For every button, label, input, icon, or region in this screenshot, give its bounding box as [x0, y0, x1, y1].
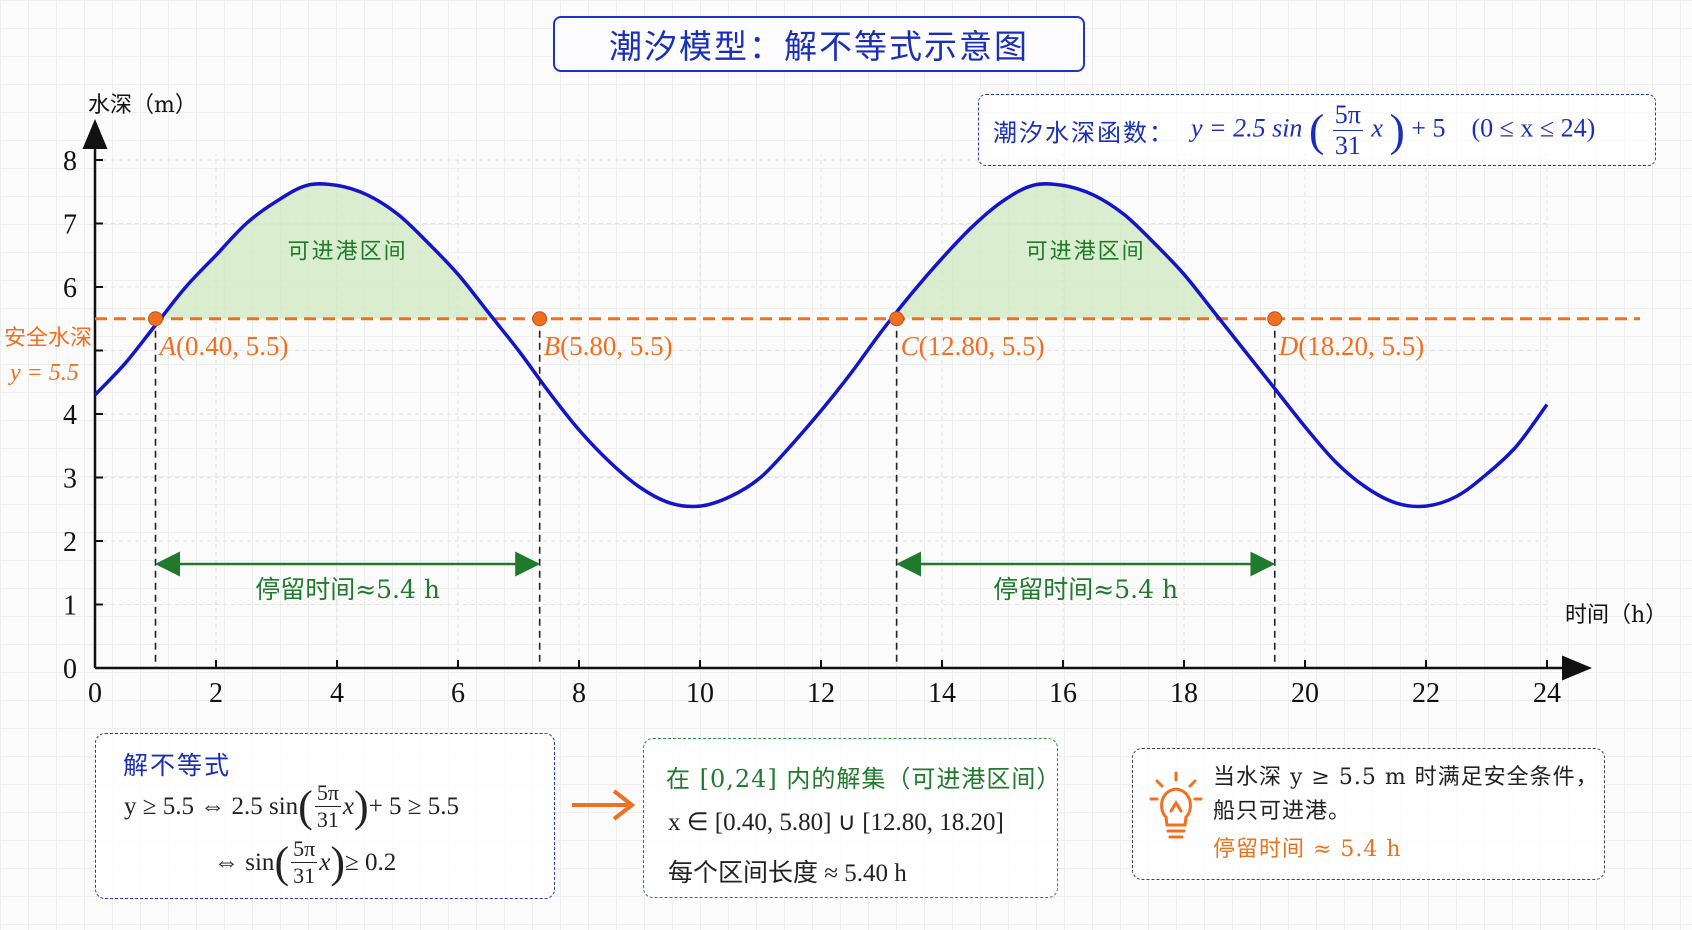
frac-numerator: 5π: [291, 836, 318, 863]
x-tick-label: 24: [1533, 678, 1561, 709]
point-label: B(5.80, 5.5): [544, 331, 673, 361]
y-tick-label: 2: [63, 527, 77, 558]
safe-region-fill: [155, 185, 540, 319]
x-tick-label: 10: [686, 678, 714, 709]
y-tick-label: 7: [63, 210, 77, 241]
x-tick-label: 16: [1049, 678, 1077, 709]
paren-close: ): [1389, 104, 1405, 155]
x-tick-label: 18: [1170, 678, 1198, 709]
region-label: 可进港区间: [288, 239, 408, 264]
x-tick-label: 22: [1412, 678, 1440, 709]
ineq-l2-left: ⇔ sin: [214, 848, 275, 876]
intersection-point: [889, 311, 905, 327]
stay-time-label: 停留时间≈5.4 h: [255, 575, 440, 604]
paren-open: (: [1308, 104, 1325, 155]
frac-denominator: 31: [316, 807, 339, 832]
ineq-var: x: [342, 792, 355, 820]
frac-numerator: 5π: [314, 780, 341, 807]
ineq-fraction-2: 5π 31: [291, 836, 318, 888]
inequality-line-1: y ≥ 5.5 ⇔ 2.5 sin ( 5π 31 x ) + 5 ≥ 5.5: [124, 782, 459, 831]
frac-numerator: 5π: [1332, 99, 1363, 131]
frac-denominator: 31: [293, 863, 316, 888]
x-tick-label: 14: [928, 678, 956, 709]
ineq-var: x: [319, 848, 331, 876]
tip-box: 当水深 y ≥ 5.5 m 时满足安全条件， 船只可进港。 停留时间 ≈ 5.4…: [1132, 748, 1605, 880]
formula-fraction: 5π 31: [1332, 99, 1363, 160]
ineq-l1-right: + 5 ≥ 5.5: [368, 792, 460, 820]
threshold-label: 安全水深: [4, 326, 92, 351]
solution-box: 在 [0,24] 内的解集（可进港区间） x ∈ [0.40, 5.80] ∪ …: [643, 738, 1062, 898]
y-axis-label: 水深（m）: [88, 93, 197, 118]
tip-line-1: 当水深 y ≥ 5.5 m 时满足安全条件，: [1213, 765, 1599, 790]
ineq-l1-left: y ≥ 5.5 ⇔ 2.5 sin: [124, 792, 299, 820]
formula-equation: y = 2.5 sin ( 5π 31 x ) + 5 (0 ≤ x ≤ 24): [1191, 99, 1596, 160]
inequality-title: 解不等式: [123, 751, 232, 780]
x-tick-label: 8: [572, 678, 586, 709]
inequality-box: 解不等式 y ≥ 5.5 ⇔ 2.5 sin ( 5π 31 x ) + 5 ≥…: [95, 733, 555, 899]
paren-open: (: [298, 781, 313, 831]
y-tick-label: 6: [63, 273, 77, 304]
y-tick-label: 8: [63, 146, 77, 177]
tip-line-2: 船只可进港。: [1213, 799, 1352, 824]
x-tick-label: 12: [807, 678, 835, 709]
solution-title: 在 [0,24] 内的解集（可进港区间）: [666, 765, 1062, 793]
point-label: A(0.40, 5.5): [158, 331, 289, 361]
formula-label: 潮汐水深函数：: [993, 118, 1175, 147]
threshold-value-label: y = 5.5: [8, 360, 79, 386]
formula-domain: (0 ≤ x ≤ 24): [1471, 112, 1596, 142]
ineq-l2-right: ≥ 0.2: [344, 848, 397, 876]
formula-lhs: y = 2.5 sin: [1191, 112, 1303, 142]
solution-set: x ∈ [0.40, 5.80] ∪ [12.80, 18.20]: [668, 809, 1004, 836]
formula-box: 潮汐水深函数： y = 2.5 sin ( 5π 31 x ) + 5 (0 ≤…: [978, 94, 1656, 166]
x-tick-label: 4: [330, 678, 344, 709]
inequality-line-2: ⇔ sin ( 5π 31 x ) ≥ 0.2: [214, 838, 396, 887]
x-tick-label: 20: [1291, 678, 1319, 709]
intersection-point: [532, 311, 548, 327]
ineq-fraction-1: 5π 31: [314, 780, 341, 832]
lightbulb-icon: [1149, 771, 1203, 839]
intersection-point: [1267, 311, 1283, 327]
formula-var: x: [1371, 112, 1383, 142]
x-tick-label: 0: [88, 678, 102, 709]
x-tick-label: 6: [451, 678, 465, 709]
paren-open: (: [274, 837, 290, 887]
x-axis-label: 时间（h）: [1565, 603, 1667, 628]
y-tick-label: 1: [63, 591, 77, 622]
y-tick-label: 3: [63, 464, 77, 495]
stay-time-label: 停留时间≈5.4 h: [993, 575, 1178, 604]
paren-close: ): [354, 781, 369, 831]
point-label: C(12.80, 5.5): [901, 331, 1045, 361]
region-label: 可进港区间: [1026, 239, 1146, 264]
point-label: D(18.20, 5.5): [1278, 331, 1424, 361]
tip-line-3: 停留时间 ≈ 5.4 h: [1213, 837, 1402, 862]
frac-denominator: 31: [1334, 130, 1361, 160]
page-title: 潮汐模型：解不等式示意图: [553, 16, 1085, 72]
safe-region-fill: [896, 185, 1275, 319]
solution-length: 每个区间长度 ≈ 5.40 h: [668, 860, 907, 887]
formula-tail: + 5: [1411, 112, 1446, 142]
paren-close: ): [330, 837, 345, 887]
x-tick-label: 2: [209, 678, 223, 709]
y-tick-label: 0: [63, 654, 77, 685]
right-arrow-icon: [572, 789, 636, 821]
tide-curve: [93, 182, 1549, 509]
y-tick-label: 4: [63, 400, 77, 431]
intersection-point: [148, 311, 163, 327]
